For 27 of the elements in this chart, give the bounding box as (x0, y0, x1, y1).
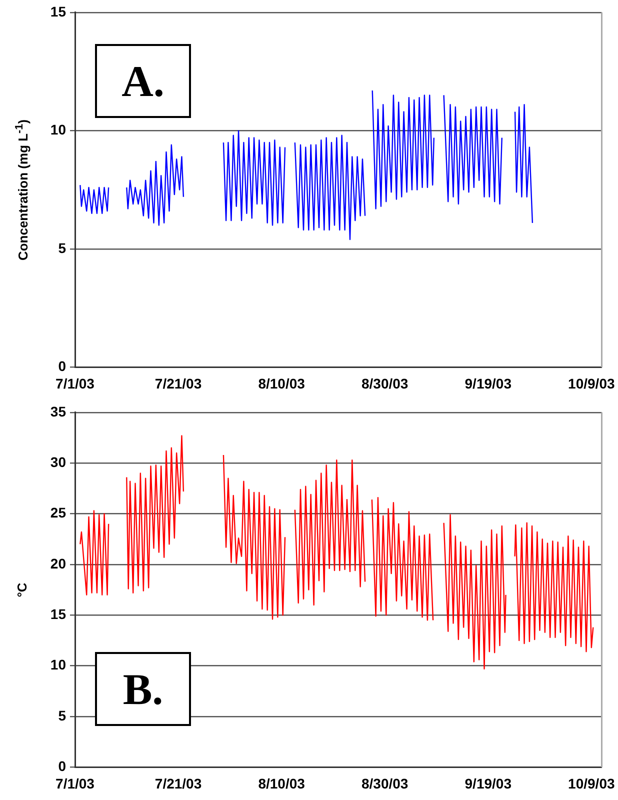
x-tick-label: 7/1/03 (56, 775, 95, 792)
y-tick-label: 15 (50, 3, 66, 20)
x-tick-label: 7/21/03 (154, 775, 202, 792)
y-tick-label: 10 (50, 122, 66, 138)
y-tick-label: 35 (50, 403, 66, 420)
y-tick-label: 0 (58, 358, 66, 374)
x-tick-label: 10/9/03 (568, 375, 615, 392)
y-tick-label: 20 (50, 555, 66, 572)
y-tick-label: 10 (50, 656, 66, 673)
x-tick-label: 7/1/03 (56, 375, 95, 392)
y-tick-label: 15 (50, 606, 66, 622)
x-tick-label: 8/10/03 (258, 775, 306, 792)
x-tick-label: 9/19/03 (464, 375, 512, 392)
y-tick-label: 30 (50, 454, 66, 470)
y-axis-title: °C (14, 582, 30, 598)
y-tick-label: 5 (58, 707, 66, 724)
y-tick-label: 25 (50, 504, 66, 521)
x-tick-label: 10/9/03 (568, 775, 615, 792)
x-tick-label: 8/30/03 (361, 775, 408, 792)
x-tick-label: 9/19/03 (464, 775, 512, 792)
panel-label-box: B. (95, 652, 191, 726)
x-tick-label: 7/21/03 (154, 375, 202, 392)
panel-label-box: A. (95, 44, 191, 118)
x-tick-label: 8/10/03 (258, 375, 306, 392)
x-tick-label: 8/30/03 (361, 375, 408, 392)
y-tick-label: 5 (58, 240, 66, 256)
y-tick-label: 0 (58, 758, 66, 774)
